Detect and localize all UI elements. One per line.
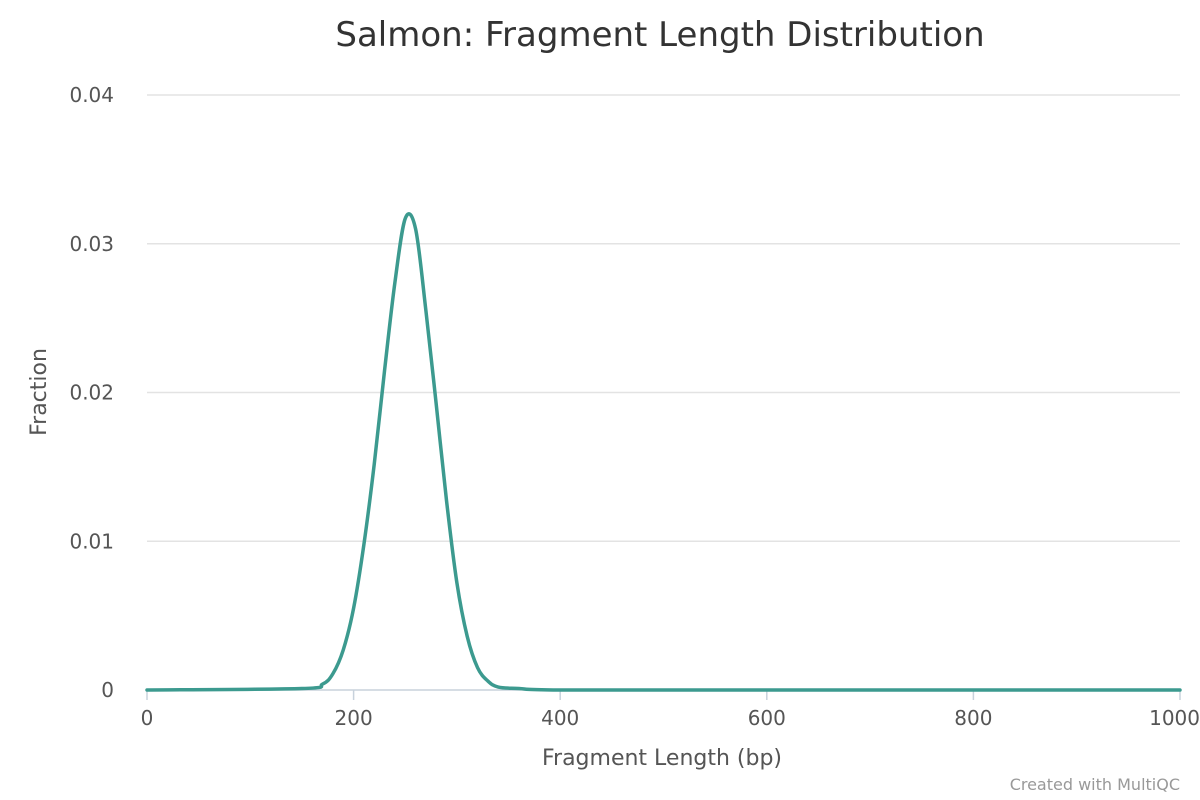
x-tick-label: 800: [954, 706, 992, 730]
y-tick-label: 0.04: [69, 83, 114, 107]
x-axis-title: Fragment Length (bp): [542, 746, 782, 771]
y-tick-label: 0.01: [69, 529, 114, 553]
y-axis-title: Fraction: [27, 348, 52, 436]
gridlines: [147, 94, 1180, 542]
x-tick-label: 0: [141, 706, 154, 730]
x-axis: 0 200 400 600 800 1000: [141, 689, 1200, 730]
x-tick-label: 200: [335, 706, 373, 730]
chart-title: Salmon: Fragment Length Distribution: [335, 15, 984, 55]
x-tick-label: 1000: [1149, 706, 1200, 730]
y-tick-label: 0.03: [69, 232, 114, 256]
y-tick-label: 0: [101, 678, 114, 702]
x-tick-label: 600: [748, 706, 786, 730]
y-tick-label: 0.02: [69, 381, 114, 405]
series-line-0[interactable]: [145, 212, 1182, 692]
x-tick-label: 400: [541, 706, 579, 730]
series-layer: [145, 212, 1182, 692]
credit-text[interactable]: Created with MultiQC: [1010, 775, 1180, 794]
y-axis-ticks: 0 0.01 0.02 0.03 0.04: [69, 83, 114, 702]
